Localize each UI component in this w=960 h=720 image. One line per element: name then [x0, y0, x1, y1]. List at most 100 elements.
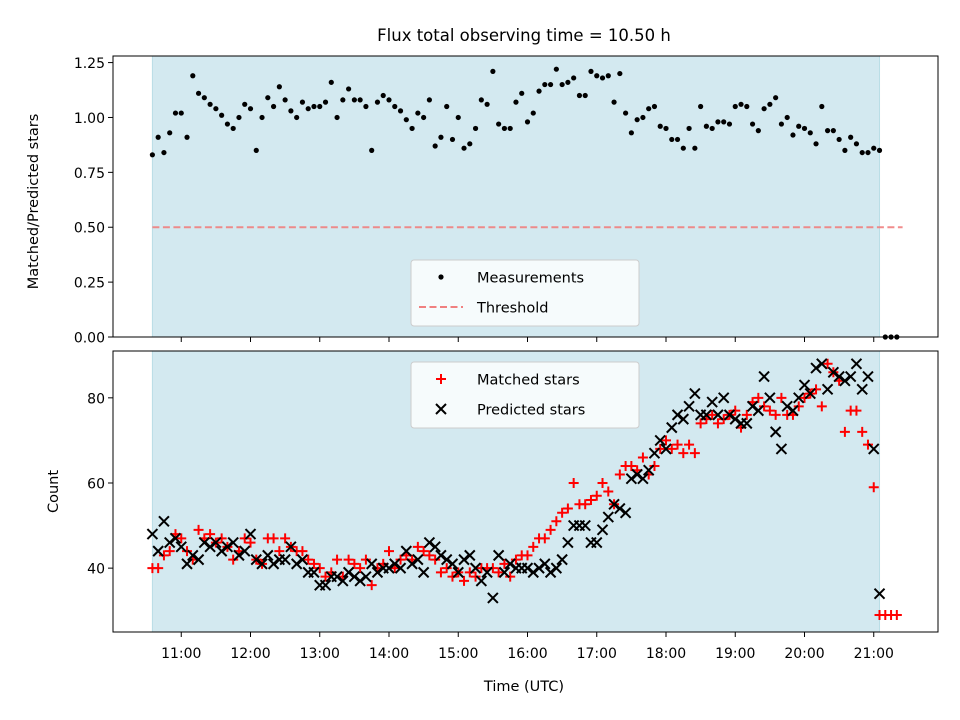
predicted-star-marker: [417, 566, 430, 579]
measurement-point: [721, 119, 727, 125]
bottom-x-tick-label: 17:00: [577, 646, 617, 662]
predicted-star-marker: [544, 566, 557, 579]
measurement-point: [288, 108, 294, 114]
bottom-x-tick-label: 14:00: [369, 646, 409, 662]
predicted-star-marker: [371, 566, 384, 579]
measurement-point: [496, 121, 502, 127]
predicted-star-marker: [741, 417, 753, 430]
measurement-point: [565, 79, 571, 85]
measurement-point: [276, 84, 282, 90]
matched-star-marker: [712, 418, 723, 429]
measurement-point: [519, 90, 525, 96]
predicted-star-marker: [210, 536, 222, 549]
predicted-star-marker: [752, 404, 765, 417]
measurement-point: [230, 125, 236, 132]
legend-label: Predicted stars: [477, 403, 585, 419]
predicted-star-marker: [677, 413, 690, 425]
predicted-star-marker: [793, 392, 805, 404]
predicted-star-marker: [394, 562, 407, 574]
predicted-star-marker: [464, 549, 476, 562]
measurement-point: [317, 103, 323, 110]
predicted-star-marker: [810, 362, 822, 374]
bottom-x-tick-label: 13:00: [300, 646, 340, 662]
predicted-star-marker: [487, 592, 499, 604]
predicted-star-marker: [354, 575, 366, 587]
measurement-point: [201, 95, 207, 101]
predicted-star-marker: [204, 541, 216, 553]
matched-star-marker: [303, 554, 314, 565]
predicted-star-marker: [556, 553, 568, 566]
matched-star-marker: [585, 495, 596, 506]
predicted-star-marker: [446, 558, 459, 570]
top-y-tick-label: 0.75: [74, 166, 105, 182]
matched-star-marker: [764, 405, 775, 416]
measurement-point: [738, 101, 744, 107]
predicted-star-marker: [839, 375, 851, 387]
predicted-star-marker: [550, 562, 563, 574]
predicted-star-marker: [221, 541, 234, 553]
measurement-point: [311, 103, 317, 110]
measurement-point: [703, 123, 709, 129]
measurement-point: [819, 103, 825, 110]
measurement-point: [369, 147, 375, 153]
matched-star-marker: [793, 401, 804, 412]
measurement-point: [871, 145, 877, 151]
measurement-point: [484, 101, 490, 107]
predicted-star-marker: [452, 566, 464, 579]
predicted-star-marker: [158, 515, 170, 528]
bottom-y-axis: 40 60 80: [87, 391, 113, 578]
legend-label: Threshold: [476, 301, 548, 317]
predicted-star-marker: [337, 575, 349, 587]
predicted-star-marker: [285, 541, 297, 553]
matched-star-marker: [487, 563, 498, 574]
predicted-star-marker: [533, 562, 545, 574]
predicted-star-marker: [718, 392, 730, 404]
measurement-point: [674, 136, 681, 143]
matched-star-marker: [580, 499, 591, 510]
predicted-star-marker: [262, 549, 274, 562]
measurement-point: [773, 95, 779, 101]
bottom-y-axis-label: Count: [46, 470, 62, 513]
measurement-point: [363, 103, 369, 110]
matched-star-marker: [459, 575, 470, 586]
matched-star-marker: [510, 554, 521, 565]
matched-star-marker: [355, 563, 366, 574]
measurement-point: [709, 125, 715, 132]
predicted-star-marker: [868, 443, 880, 455]
matched-star-marker: [678, 448, 689, 459]
matched-star-marker: [384, 546, 394, 557]
predicted-star-marker: [481, 566, 493, 579]
bottom-axes-frame: [112, 350, 939, 633]
measurement-point: [680, 145, 686, 151]
predicted-star-marker: [729, 413, 741, 425]
measurement-point: [836, 136, 842, 143]
measurement-point: [207, 101, 213, 107]
matched-star-marker: [695, 418, 706, 429]
measurement-point: [472, 125, 479, 132]
bottom-panel-counts: 40 60 80 11:00 12:00 13:00 14:00 15:00 16:00 17:…: [46, 350, 939, 695]
matched-star-marker: [655, 443, 666, 454]
predicted-star-marker: [700, 409, 713, 421]
matched-star-marker: [637, 452, 648, 463]
measurement-point: [224, 121, 231, 127]
predicted-star-marker: [360, 570, 372, 583]
matched-star-marker: [684, 439, 695, 450]
predicted-star-marker: [804, 387, 816, 400]
bottom-legend: Matched stars Predicted stars: [410, 361, 640, 429]
predicted-star-marker: [256, 558, 268, 570]
matched-star-marker: [770, 409, 781, 420]
predicted-star-marker: [227, 536, 239, 549]
predicted-star-marker: [192, 553, 205, 566]
measurement-point: [576, 92, 583, 99]
measurement-point: [374, 99, 381, 105]
measurement-point: [155, 134, 161, 140]
matched-star-marker: [839, 426, 850, 437]
predicted-star-marker: [348, 570, 361, 583]
measurement-point: [686, 125, 692, 132]
bottom-x-axis: 11:00 12:00 13:00 14:00 15:00 16:00 17:00 18:00…: [161, 632, 894, 662]
measurement-point: [421, 114, 427, 121]
measurement-point: [426, 97, 432, 103]
measurement-point: [767, 101, 773, 107]
predicted-star-marker: [602, 511, 614, 523]
